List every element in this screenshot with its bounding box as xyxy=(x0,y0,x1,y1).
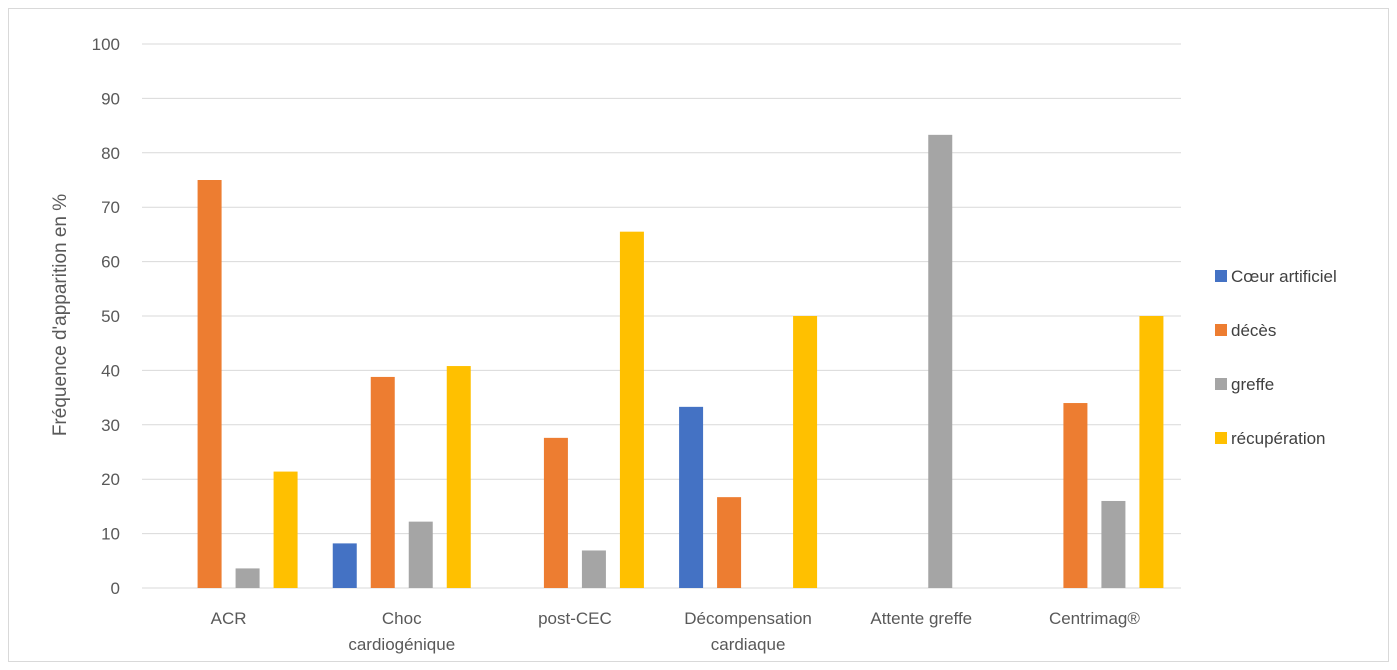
legend-swatch xyxy=(1215,432,1227,444)
bar xyxy=(1139,316,1164,588)
x-category-label: Choc xyxy=(382,609,422,628)
bar xyxy=(446,366,471,588)
legend-item: greffe xyxy=(1215,375,1274,394)
y-tick-label: 100 xyxy=(92,35,120,54)
legend-label: récupération xyxy=(1231,429,1326,448)
bar xyxy=(793,316,818,588)
bar xyxy=(273,471,298,588)
y-tick-label: 90 xyxy=(101,89,120,108)
x-category-label: post-CEC xyxy=(538,609,612,628)
legend-label: décès xyxy=(1231,321,1276,340)
legend-item: décès xyxy=(1215,321,1276,340)
bar xyxy=(1063,403,1088,588)
y-tick-label: 10 xyxy=(101,525,120,544)
y-tick-label: 30 xyxy=(101,416,120,435)
y-tick-label: 70 xyxy=(101,198,120,217)
x-category-label: cardiaque xyxy=(711,635,786,654)
legend-label: greffe xyxy=(1231,375,1274,394)
bar xyxy=(679,406,704,588)
y-axis-label: Fréquence d'apparition en % xyxy=(50,194,71,436)
legend-swatch xyxy=(1215,378,1227,390)
x-category-label: Décompensation xyxy=(684,609,812,628)
bar xyxy=(1101,500,1126,588)
legend-label: Cœur artificiel xyxy=(1231,267,1337,286)
legend-swatch xyxy=(1215,324,1227,336)
legend: Cœur artificiel décès greffe récupération xyxy=(1215,267,1337,448)
gridlines xyxy=(142,43,1181,589)
bar xyxy=(370,376,395,588)
x-category-labels: ACR Choc cardiogénique post-CEC Décompensati… xyxy=(211,609,1141,654)
y-tick-label: 0 xyxy=(111,579,120,598)
bars xyxy=(197,134,1164,588)
bar xyxy=(581,550,606,588)
y-tick-label: 80 xyxy=(101,144,120,163)
y-tick-label: 20 xyxy=(101,470,120,489)
bar xyxy=(717,497,742,588)
legend-item: Cœur artificiel xyxy=(1215,267,1337,286)
legend-item: récupération xyxy=(1215,429,1326,448)
x-category-label: ACR xyxy=(211,609,247,628)
bar xyxy=(543,437,568,588)
y-tick-labels: 0 10 20 30 40 50 60 70 80 90 100 xyxy=(92,35,120,598)
y-tick-label: 60 xyxy=(101,253,120,272)
bar xyxy=(408,521,433,588)
y-tick-label: 40 xyxy=(101,361,120,380)
bar xyxy=(197,180,222,588)
bar xyxy=(332,543,357,588)
bar xyxy=(619,231,644,588)
y-tick-label: 50 xyxy=(101,307,120,326)
x-category-label: Attente greffe xyxy=(870,609,972,628)
x-category-label: Centrimag® xyxy=(1049,609,1140,628)
x-category-label: cardiogénique xyxy=(348,635,455,654)
bar xyxy=(235,568,260,588)
bar xyxy=(928,134,953,588)
legend-swatch xyxy=(1215,270,1227,282)
